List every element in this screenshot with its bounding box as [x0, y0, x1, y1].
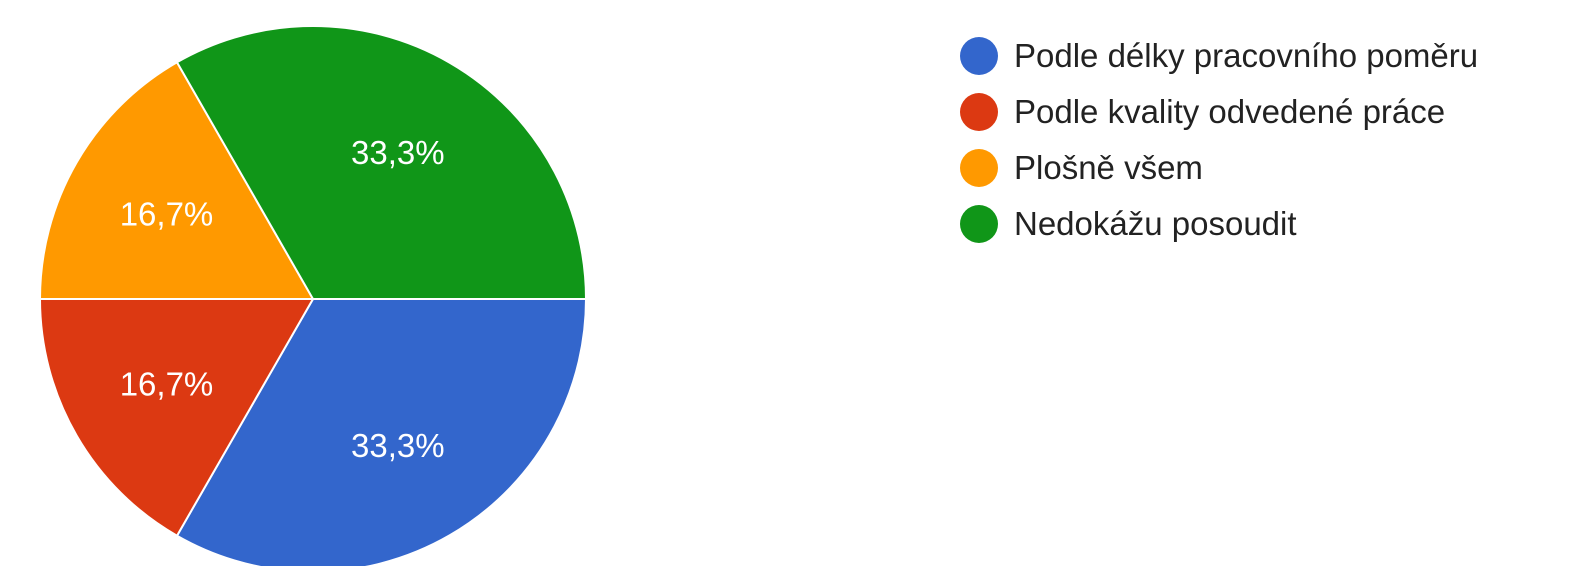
pie-slice-0[interactable]	[175, 298, 588, 571]
legend-swatch-icon	[960, 93, 998, 131]
pie-slice-label-2: 16,7%	[120, 196, 214, 233]
legend-item-3[interactable]: Nedokážu posoudit	[960, 196, 1478, 252]
legend-label: Nedokážu posoudit	[1014, 205, 1297, 242]
legend-item-1[interactable]: Podle kvality odvedené práce	[960, 84, 1478, 140]
legend-label: Plošně všem	[1014, 149, 1203, 186]
legend-swatch-icon	[960, 37, 998, 75]
pie-slice-3[interactable]	[175, 25, 588, 300]
pie-slice-label-3: 33,3%	[351, 134, 445, 171]
legend-label: Podle kvality odvedené práce	[1014, 93, 1446, 130]
legend-swatch-icon	[960, 149, 998, 187]
legend-label: Podle délky pracovního poměru	[1014, 37, 1479, 74]
pie-slice-label-0: 33,3%	[351, 427, 445, 464]
pie-slices	[38, 25, 588, 571]
pie-slice-labels: 33,3% 16,7% 16,7% 33,3%	[120, 134, 445, 464]
pie-slice-label-1: 16,7%	[120, 365, 214, 402]
legend-item-0[interactable]: Podle délky pracovního poměru	[960, 28, 1478, 84]
pie-slice-2[interactable]	[38, 60, 315, 300]
pie-slice-1[interactable]	[38, 298, 315, 538]
legend: Podle délky pracovního poměru Podle kval…	[960, 28, 1478, 252]
legend-swatch-icon	[960, 205, 998, 243]
legend-item-2[interactable]: Plošně všem	[960, 140, 1478, 196]
